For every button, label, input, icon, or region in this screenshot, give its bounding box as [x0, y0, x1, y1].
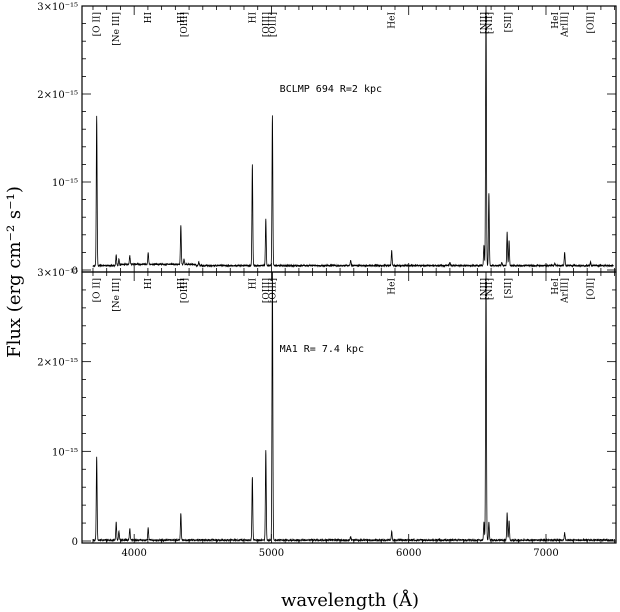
y-tick-label: 3×10⁻¹⁵ — [37, 2, 78, 13]
emission-line-label: [OIII] — [262, 278, 272, 303]
emission-line-label: [OII] — [587, 12, 597, 34]
y-tick-label: 3×10⁻¹⁵ — [37, 268, 78, 279]
x-tick-label: 5000 — [259, 548, 284, 559]
x-tick-label: 6000 — [396, 548, 421, 559]
emission-line-label: [OIII] — [180, 12, 190, 37]
emission-line-label: [OIII] — [268, 278, 278, 303]
emission-line-label: [O II] — [93, 12, 103, 36]
emission-line-label: HI — [144, 12, 154, 24]
emission-line-label: [OIII] — [268, 12, 278, 37]
emission-line-label: HeI — [388, 278, 398, 295]
y-tick-label: 0 — [72, 266, 78, 277]
emission-line-label: HI — [248, 278, 258, 290]
emission-line-label: [NII] — [485, 12, 495, 34]
emission-line-label: [NII] — [480, 12, 490, 34]
y-tick-label: 10⁻¹⁵ — [52, 178, 78, 189]
plot-frame — [81, 5, 617, 273]
y-tick-label: 2×10⁻¹⁵ — [37, 90, 78, 101]
x-tick-label: 7000 — [533, 548, 558, 559]
emission-line-label: [SII] — [504, 12, 514, 32]
plot-frame — [81, 271, 617, 544]
emission-line-label: HI — [248, 12, 258, 24]
spectrum-line — [92, 271, 614, 543]
y-axis-label: Flux (erg cm⁻² s⁻¹) — [4, 186, 25, 358]
emission-line-label: HI — [177, 278, 187, 290]
emission-line-label: HeI — [388, 12, 398, 29]
top-spectrum-panel: 010⁻¹⁵2×10⁻¹⁵3×10⁻¹⁵[O II] [Ne III] HI HI[O… — [37, 2, 617, 277]
x-axis-label: wavelength (Å) — [281, 589, 419, 611]
x-tick-label: 4000 — [121, 548, 146, 559]
emission-line-label: HeI — [551, 12, 561, 29]
emission-line-label: HeI — [551, 278, 561, 295]
y-tick-label: 10⁻¹⁵ — [52, 447, 78, 458]
panel-annotation: MA1 R= 7.4 kpc — [280, 344, 364, 355]
emission-line-label: HI — [144, 278, 154, 290]
emission-line-label: [Ne III] — [112, 278, 122, 312]
emission-line-label: [OII] — [587, 278, 597, 300]
emission-line-label: ArIII] — [561, 278, 571, 304]
emission-line-label: [OIII] — [180, 278, 190, 303]
emission-line-label: [Ne III] — [112, 12, 122, 46]
spectrum-line — [92, 5, 614, 268]
emission-line-label: [O II] — [93, 278, 103, 302]
emission-line-label: [NII] — [480, 278, 490, 300]
emission-line-label: [NII] — [485, 278, 495, 300]
panel-annotation: BCLMP 694 R=2 kpc — [280, 84, 382, 95]
y-tick-label: 0 — [72, 537, 78, 548]
emission-line-label: HI — [177, 12, 187, 24]
bottom-spectrum-panel: 4000 5000 6000 7000 0 10⁻¹⁵ 2×10⁻¹⁵ 3×10⁻¹⁵ [O I… — [37, 268, 617, 559]
emission-line-label: [OIII] — [262, 12, 272, 37]
emission-line-label: ArIII] — [561, 12, 571, 38]
y-tick-label: 2×10⁻¹⁵ — [37, 358, 78, 369]
emission-line-label: [SII] — [504, 278, 514, 298]
